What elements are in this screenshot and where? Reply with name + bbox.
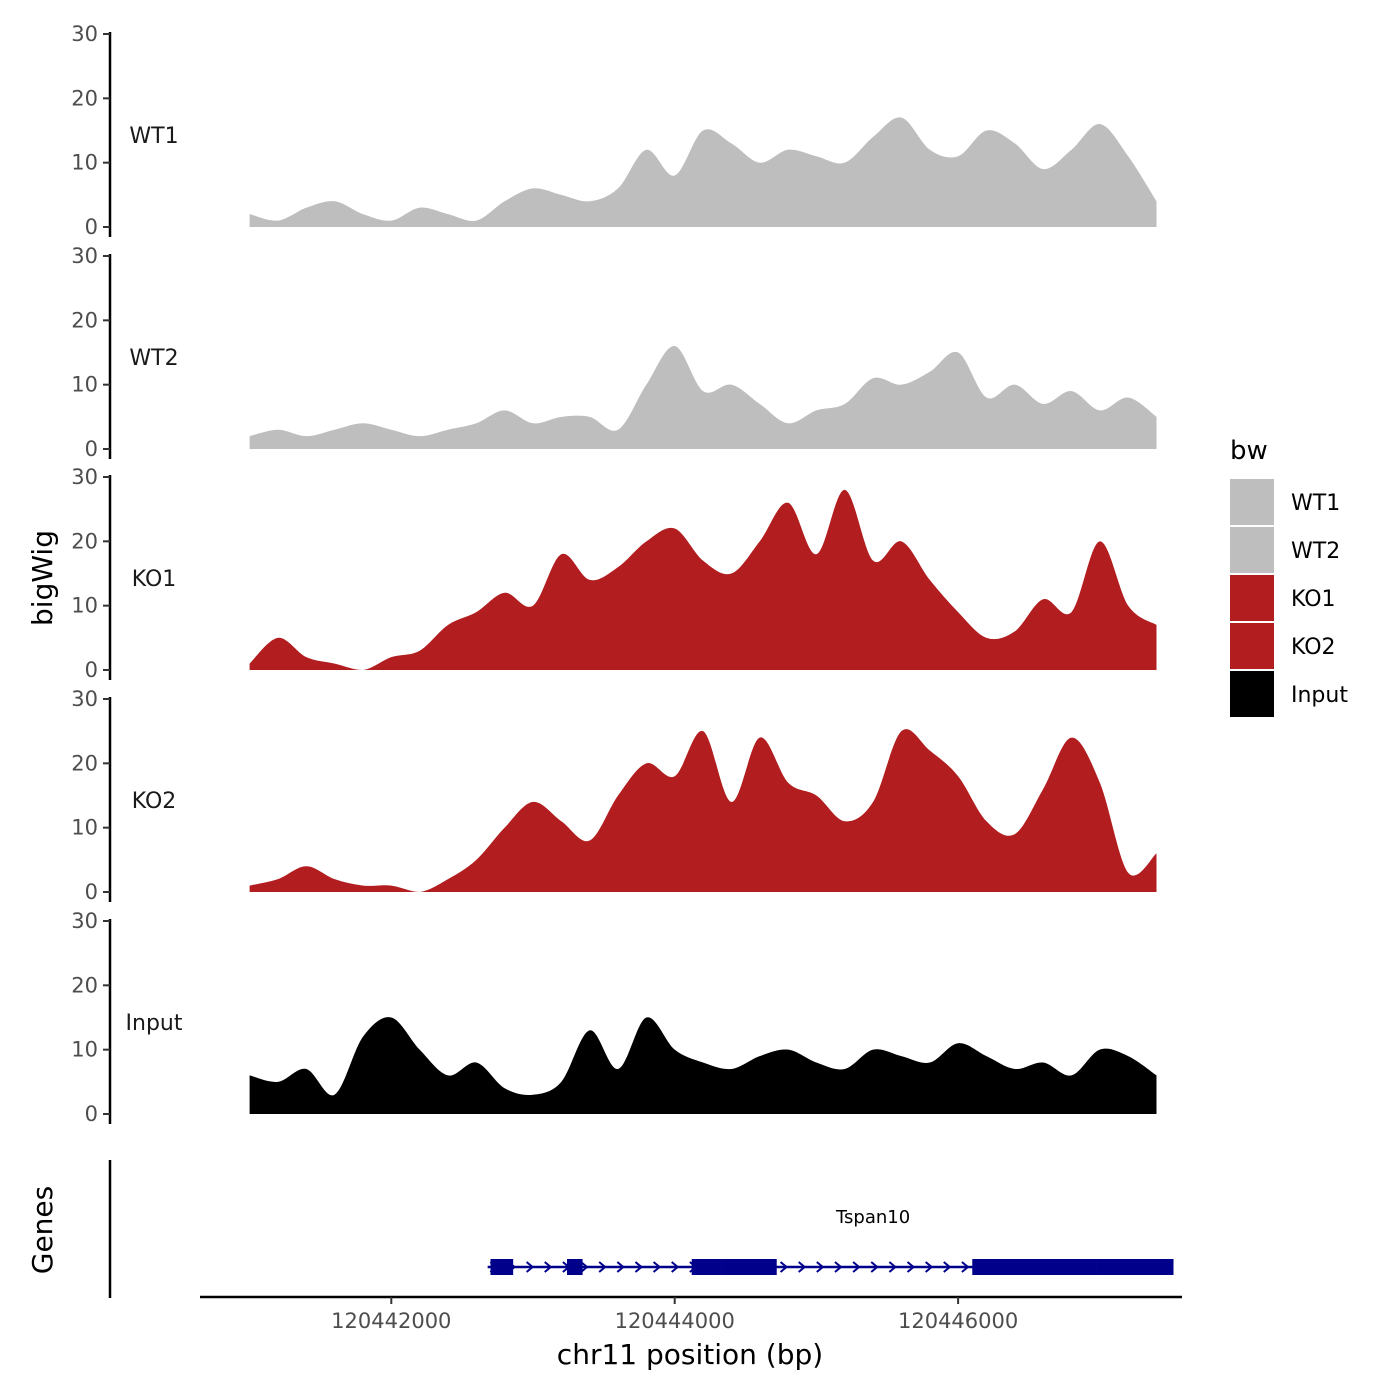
strand-chevron <box>906 1261 916 1273</box>
y-tick-label: 20 <box>71 973 98 997</box>
track-label: KO1 <box>132 567 177 592</box>
legend-label: KO1 <box>1291 587 1336 612</box>
strand-chevron <box>525 1261 535 1273</box>
strand-chevron <box>961 1261 970 1273</box>
strand-chevron <box>888 1261 897 1273</box>
y-tick-label: 20 <box>71 529 98 553</box>
track-label: WT2 <box>129 346 178 371</box>
strand-chevron <box>924 1261 934 1273</box>
legend: bw WT1 WT2 KO1 KO2 Input <box>1230 436 1348 717</box>
y-tick-label: 0 <box>85 880 98 904</box>
legend-key-ko2 <box>1230 623 1274 669</box>
gene-exon <box>972 1259 1097 1275</box>
track-input: 0 10 20 30 Input <box>71 909 1157 1126</box>
strand-chevron <box>671 1261 680 1273</box>
y-tick-label: 10 <box>71 373 98 397</box>
legend-title: bw <box>1230 436 1268 466</box>
legend-label: WT2 <box>1291 539 1340 564</box>
strand-chevron <box>798 1261 807 1273</box>
signal-area-wt2 <box>249 346 1157 449</box>
legend-items: WT1 WT2 KO1 KO2 Input <box>1230 479 1348 717</box>
legend-key-wt2 <box>1230 527 1274 573</box>
signal-area-ko2 <box>249 729 1157 892</box>
legend-label: KO2 <box>1291 635 1336 660</box>
x-tick-label: 120442000 <box>331 1309 451 1333</box>
legend-key-wt1 <box>1230 479 1274 525</box>
track-label: Input <box>126 1011 183 1036</box>
track-wt2: 0 10 20 30 WT2 <box>71 244 1157 461</box>
gene-exon <box>567 1259 583 1275</box>
y-tick-label: 20 <box>71 308 98 332</box>
signal-area-wt1 <box>249 117 1157 227</box>
y-tick-label: 30 <box>71 687 98 711</box>
legend-key-ko1 <box>1230 575 1274 621</box>
signal-area-ko1 <box>249 489 1157 670</box>
gene-exon <box>1096 1259 1174 1275</box>
track-ko2: 0 10 20 30 KO2 <box>71 687 1157 904</box>
track-label: WT1 <box>129 124 178 149</box>
genes-panel-title: Genes <box>26 1186 59 1274</box>
strand-chevron <box>580 1261 589 1273</box>
x-axis-title: chr11 position (bp) <box>557 1338 823 1371</box>
y-tick-label: 30 <box>71 465 98 489</box>
x-tick-label: 120444000 <box>615 1309 735 1333</box>
y-tick-label: 0 <box>85 437 98 461</box>
gene-exon <box>691 1259 722 1275</box>
strand-chevron <box>816 1261 825 1273</box>
y-tick-label: 0 <box>85 215 98 239</box>
y-axis-title: bigWig <box>26 530 59 626</box>
track-ko1: 0 10 20 30 KO1 <box>71 465 1157 682</box>
legend-key-input <box>1230 671 1274 717</box>
strand-chevron <box>544 1261 553 1273</box>
gene-exon <box>490 1259 514 1275</box>
y-tick-label: 10 <box>71 594 98 618</box>
y-tick-label: 10 <box>71 816 98 840</box>
y-tick-label: 0 <box>85 1102 98 1126</box>
signal-area-input <box>249 1017 1157 1114</box>
strand-chevron <box>598 1261 607 1273</box>
y-tick-label: 20 <box>71 86 98 110</box>
y-tick-label: 0 <box>85 658 98 682</box>
strand-chevron <box>943 1261 952 1273</box>
bigwig-tracks: 0 10 20 30 WT1 0 10 20 30 WT2 0 10 20 30 KO1 0 10 20 30 KO2… <box>71 22 1157 1126</box>
y-tick-label: 30 <box>71 22 98 46</box>
strand-chevron <box>852 1261 861 1273</box>
strand-chevron <box>652 1261 662 1273</box>
strand-chevron <box>779 1261 789 1273</box>
gene-exon <box>721 1259 777 1275</box>
legend-label: WT1 <box>1291 491 1340 516</box>
gene-track: Tspan10 <box>108 1160 1174 1298</box>
x-axis: 120442000 120444000 120446000 <box>200 1295 1182 1333</box>
y-tick-label: 10 <box>71 151 98 175</box>
strand-chevron <box>616 1261 625 1273</box>
gene-name-label: Tspan10 <box>835 1207 910 1228</box>
track-label: KO2 <box>132 789 177 814</box>
strand-chevron <box>634 1261 643 1273</box>
x-tick-label: 120446000 <box>898 1309 1018 1333</box>
strand-chevron <box>870 1261 879 1273</box>
y-tick-label: 30 <box>71 244 98 268</box>
track-wt1: 0 10 20 30 WT1 <box>71 22 1157 239</box>
y-tick-label: 30 <box>71 909 98 933</box>
y-tick-label: 20 <box>71 751 98 775</box>
strand-chevron <box>834 1261 843 1273</box>
y-tick-label: 10 <box>71 1038 98 1062</box>
legend-label: Input <box>1291 683 1348 708</box>
